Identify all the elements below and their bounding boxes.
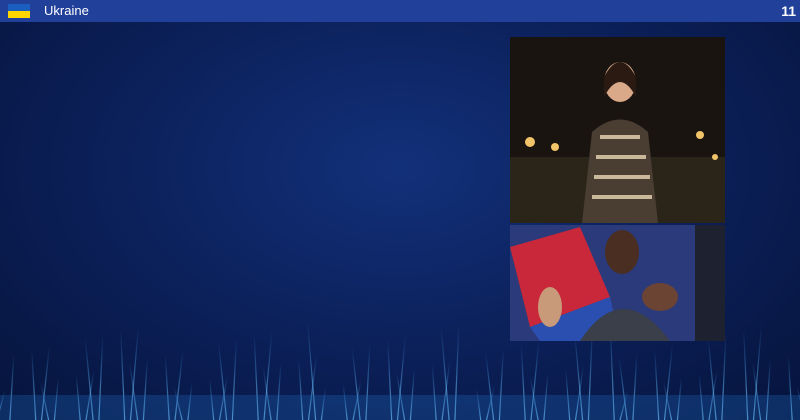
light-streak <box>396 371 406 420</box>
light-streak <box>752 324 763 420</box>
flag <box>8 4 30 18</box>
light-streak <box>365 342 371 420</box>
light-streak <box>708 369 718 420</box>
video-panels <box>510 37 725 341</box>
flag-stripe <box>8 4 30 11</box>
light-streak <box>85 369 95 420</box>
light-streak <box>129 361 139 420</box>
light-streak <box>565 368 571 420</box>
light-streak <box>476 388 482 420</box>
light-streak <box>663 344 674 420</box>
light-streak <box>529 376 539 420</box>
light-streak <box>485 384 496 420</box>
light-streak <box>9 352 15 420</box>
light-streak <box>253 333 259 420</box>
light-streak <box>262 366 272 420</box>
light-streak <box>209 378 215 420</box>
light-streak <box>173 386 183 420</box>
light-streak <box>654 348 660 420</box>
light-streak <box>307 354 318 420</box>
flag-stripe <box>8 11 30 18</box>
light-streak <box>676 377 682 420</box>
light-streak <box>307 321 317 420</box>
light-streak <box>796 386 800 402</box>
light-streak <box>619 389 629 420</box>
light-streak <box>409 367 415 420</box>
light-streak <box>485 351 495 420</box>
row-bar <box>0 0 800 22</box>
light-streak <box>454 322 460 420</box>
light-streak <box>218 341 228 420</box>
light-streak <box>587 327 593 420</box>
country-name: Ukraine <box>44 3 89 18</box>
light-streak <box>75 373 81 420</box>
light-streak <box>743 328 749 420</box>
light-streak <box>721 332 727 420</box>
light-streak <box>142 357 148 420</box>
light-streak <box>0 389 6 412</box>
light-streak <box>707 336 717 420</box>
light-streak <box>84 336 94 420</box>
light-streak <box>752 361 762 420</box>
light-streak <box>543 372 549 420</box>
light-streak <box>787 353 793 420</box>
light-streak <box>174 349 184 420</box>
light-streak <box>98 332 104 420</box>
light-streak <box>218 374 229 420</box>
light-streak <box>351 346 361 420</box>
light-streak <box>31 348 37 420</box>
light-streak <box>352 379 362 420</box>
light-streak <box>263 329 273 420</box>
light-streak <box>298 358 304 420</box>
light-streak <box>320 387 326 420</box>
light-streak <box>520 343 526 420</box>
light-streak <box>618 356 628 420</box>
light-streak <box>632 352 638 420</box>
light-streak <box>53 377 59 420</box>
light-streak <box>396 334 407 420</box>
light-streak <box>187 382 193 420</box>
light-streak <box>663 381 673 420</box>
light-streak <box>440 326 450 420</box>
light-streak <box>342 383 348 420</box>
light-streak <box>574 364 585 420</box>
light-streak <box>530 339 540 420</box>
light-streak <box>129 324 140 420</box>
light-streak <box>765 357 771 420</box>
light-streak <box>431 363 437 420</box>
light-streak <box>120 328 126 420</box>
light-streak <box>40 381 50 420</box>
light-streak <box>276 362 282 420</box>
light-streak <box>40 344 51 420</box>
light-streak <box>698 373 704 420</box>
light-streak <box>387 338 393 420</box>
light-streak <box>441 359 451 420</box>
light-streak <box>498 347 504 420</box>
light-streak <box>231 337 237 420</box>
light-streak <box>164 353 170 420</box>
total-score: 11 <box>781 3 796 19</box>
light-streak <box>574 331 584 420</box>
